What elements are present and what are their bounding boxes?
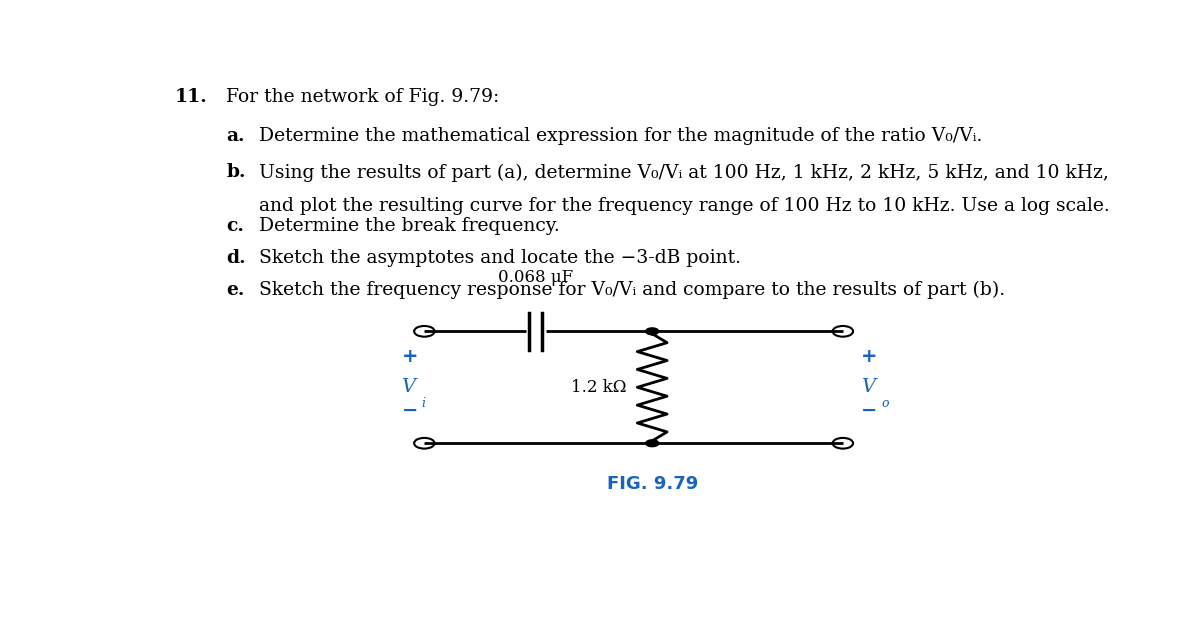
Text: 0.068 μF: 0.068 μF (498, 269, 574, 286)
Text: d.: d. (227, 248, 246, 267)
Text: −: − (860, 401, 877, 420)
Circle shape (646, 328, 659, 335)
Text: Using the results of part (a), determine V₀/Vᵢ at 100 Hz, 1 kHz, 2 kHz, 5 kHz, a: Using the results of part (a), determine… (259, 164, 1109, 181)
Text: o: o (882, 397, 889, 410)
Text: and plot the resulting curve for the frequency range of 100 Hz to 10 kHz. Use a : and plot the resulting curve for the fre… (259, 197, 1110, 214)
Text: V: V (862, 379, 876, 396)
Text: +: + (860, 347, 877, 366)
Text: For the network of Fig. 9.79:: For the network of Fig. 9.79: (227, 88, 499, 106)
Text: Sketch the asymptotes and locate the −3-dB point.: Sketch the asymptotes and locate the −3-… (259, 248, 740, 267)
Text: −: − (402, 401, 419, 420)
Text: Determine the mathematical expression for the magnitude of the ratio V₀/Vᵢ.: Determine the mathematical expression fo… (259, 127, 982, 145)
Text: 1.2 kΩ: 1.2 kΩ (571, 379, 626, 396)
Text: b.: b. (227, 164, 246, 181)
Text: FIG. 9.79: FIG. 9.79 (606, 475, 698, 493)
Text: +: + (402, 347, 419, 366)
Text: c.: c. (227, 217, 244, 235)
Text: a.: a. (227, 127, 245, 145)
Text: e.: e. (227, 281, 245, 299)
Text: Sketch the frequency response for V₀/Vᵢ and compare to the results of part (b).: Sketch the frequency response for V₀/Vᵢ … (259, 281, 1004, 300)
Circle shape (646, 440, 659, 447)
Text: Determine the break frequency.: Determine the break frequency. (259, 217, 559, 235)
Text: V: V (401, 379, 415, 396)
Text: i: i (421, 397, 426, 410)
Text: 11.: 11. (175, 88, 208, 106)
